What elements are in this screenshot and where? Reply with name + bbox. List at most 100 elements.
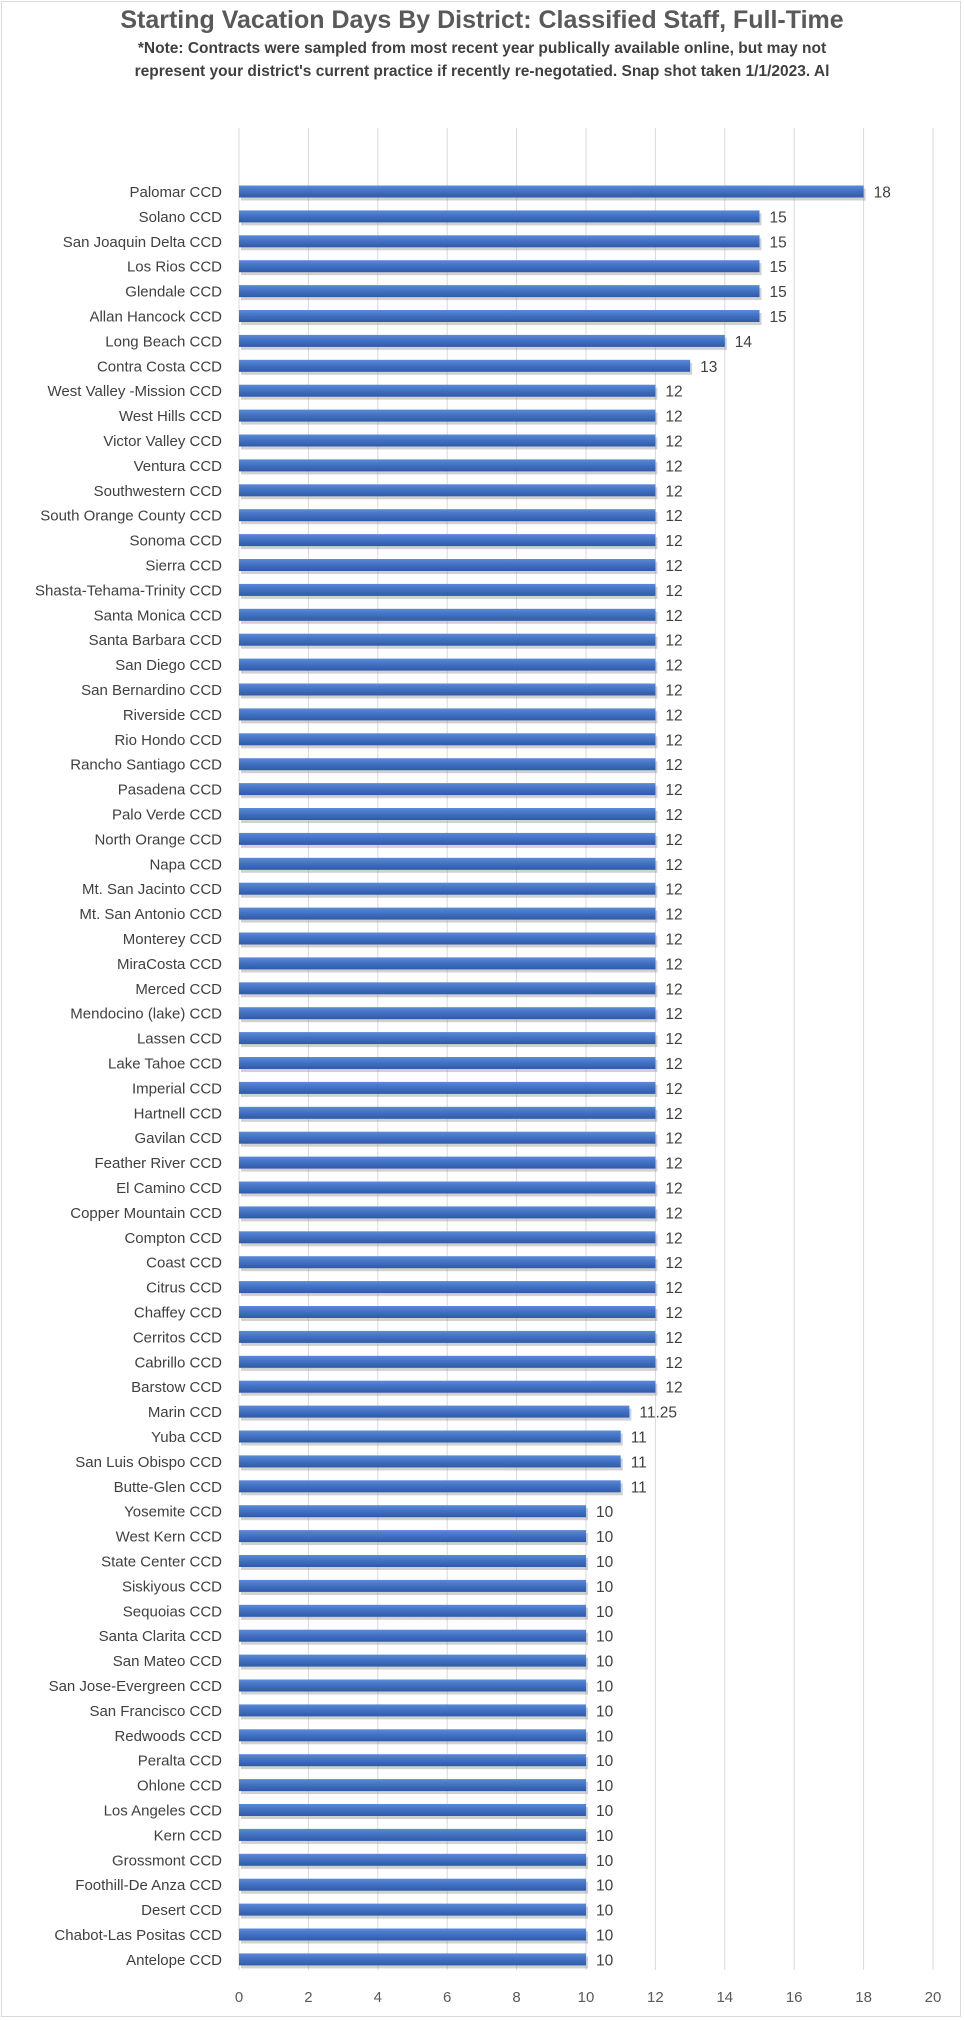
category-label: Palo Verde CCD bbox=[112, 807, 222, 824]
data-label: 10 bbox=[596, 1828, 614, 1845]
category-label: San Mateo CCD bbox=[113, 1653, 222, 1670]
category-label: Compton CCD bbox=[124, 1230, 222, 1247]
data-label: 12 bbox=[665, 932, 682, 949]
bar bbox=[239, 1853, 586, 1866]
data-label: 10 bbox=[596, 1853, 614, 1870]
data-label: 10 bbox=[596, 1728, 614, 1745]
category-labels: Palomar CCD Solano CCD San Joaquin Delta C… bbox=[35, 184, 222, 1969]
category-label: Foothill-De Anza CCD bbox=[75, 1877, 222, 1894]
category-label: Contra Costa CCD bbox=[97, 358, 222, 375]
data-label: 12 bbox=[665, 1006, 682, 1023]
bar bbox=[239, 1629, 586, 1642]
category-label: Peralta CCD bbox=[138, 1753, 222, 1770]
data-label: 15 bbox=[770, 309, 787, 326]
data-label: 15 bbox=[770, 209, 787, 226]
category-label: Merced CCD bbox=[135, 981, 222, 998]
category-label: Yuba CCD bbox=[151, 1429, 222, 1446]
x-tick-label: 12 bbox=[647, 1989, 664, 2006]
data-label: 12 bbox=[665, 1355, 682, 1372]
bar bbox=[239, 509, 656, 522]
bar bbox=[239, 957, 656, 970]
category-label: Palomar CCD bbox=[129, 184, 222, 201]
category-label: San Jose-Evergreen CCD bbox=[49, 1678, 223, 1695]
category-label: Grossmont CCD bbox=[112, 1852, 222, 1869]
data-label: 12 bbox=[665, 1230, 682, 1247]
bar bbox=[239, 1455, 621, 1468]
bar bbox=[239, 832, 656, 845]
bar bbox=[239, 1032, 656, 1045]
bar bbox=[239, 534, 656, 547]
bar bbox=[239, 1256, 656, 1269]
chart-subtitle-line-2: represent your district's current practi… bbox=[134, 63, 830, 80]
category-label: Southwestern CCD bbox=[94, 483, 223, 500]
data-label: 10 bbox=[596, 1878, 614, 1895]
bar bbox=[239, 210, 760, 223]
category-label: Riverside CCD bbox=[123, 707, 222, 724]
category-label: Mt. San Jacinto CCD bbox=[82, 881, 222, 898]
bar bbox=[239, 1007, 656, 1020]
category-label: Sierra CCD bbox=[145, 558, 222, 575]
category-label: Lake Tahoe CCD bbox=[108, 1056, 222, 1073]
bar bbox=[239, 1903, 586, 1916]
category-label: Allan Hancock CCD bbox=[89, 309, 222, 326]
category-label: Santa Barbara CCD bbox=[89, 632, 223, 649]
bar bbox=[239, 1156, 656, 1169]
category-label: Copper Mountain CCD bbox=[70, 1205, 222, 1222]
bar-shadows bbox=[241, 188, 866, 1969]
data-label: 10 bbox=[596, 1703, 614, 1720]
category-label: Sonoma CCD bbox=[129, 533, 222, 550]
category-label: Sequoias CCD bbox=[123, 1603, 222, 1620]
data-label: 11.25 bbox=[639, 1405, 677, 1422]
data-label: 10 bbox=[596, 1579, 614, 1596]
data-label: 10 bbox=[596, 1952, 614, 1969]
bar bbox=[239, 708, 656, 721]
bars bbox=[239, 185, 864, 1966]
category-label: Mendocino (lake) CCD bbox=[70, 1006, 222, 1023]
bar bbox=[239, 857, 656, 870]
bar bbox=[239, 285, 760, 298]
data-label: 12 bbox=[665, 1031, 682, 1048]
bar bbox=[239, 1729, 586, 1742]
category-label: Rio Hondo CCD bbox=[114, 732, 222, 749]
data-label: 12 bbox=[665, 583, 682, 600]
category-label: Long Beach CCD bbox=[105, 333, 222, 350]
bar bbox=[239, 1380, 656, 1393]
data-label: 10 bbox=[596, 1504, 614, 1521]
bar bbox=[239, 808, 656, 820]
category-label: Solano CCD bbox=[139, 209, 223, 226]
data-label: 12 bbox=[665, 757, 682, 774]
data-label: 10 bbox=[596, 1928, 614, 1945]
x-tick-label: 16 bbox=[786, 1989, 803, 2006]
category-label: Imperial CCD bbox=[132, 1080, 222, 1097]
category-label: Barstow CCD bbox=[131, 1379, 222, 1396]
data-label: 11 bbox=[631, 1479, 647, 1496]
bar bbox=[239, 683, 656, 696]
category-label: Los Angeles CCD bbox=[104, 1803, 223, 1820]
category-label: Butte-Glen CCD bbox=[114, 1479, 223, 1496]
data-label: 12 bbox=[665, 981, 682, 998]
category-label: Santa Clarita CCD bbox=[99, 1628, 223, 1645]
data-label: 12 bbox=[665, 1305, 682, 1322]
category-label: San Joaquin Delta CCD bbox=[63, 234, 222, 251]
category-label: Hartnell CCD bbox=[134, 1105, 223, 1122]
bar bbox=[239, 1106, 656, 1119]
bar bbox=[239, 334, 725, 347]
bar bbox=[239, 1878, 586, 1891]
bar bbox=[239, 583, 656, 596]
category-label: Chabot-Las Positas CCD bbox=[54, 1927, 222, 1944]
category-label: Lassen CCD bbox=[137, 1031, 222, 1048]
category-label: Antelope CCD bbox=[126, 1952, 222, 1969]
data-label: 12 bbox=[665, 1156, 682, 1173]
data-label: 12 bbox=[665, 1205, 682, 1222]
data-label: 12 bbox=[665, 608, 682, 625]
bar bbox=[239, 658, 656, 671]
data-label: 12 bbox=[665, 1056, 682, 1073]
category-label: Ventura CCD bbox=[134, 458, 223, 475]
bar bbox=[239, 1206, 656, 1219]
bar bbox=[239, 1604, 586, 1617]
bar bbox=[239, 1579, 586, 1592]
category-label: Rancho Santiago CCD bbox=[70, 757, 222, 774]
bar bbox=[239, 907, 656, 920]
